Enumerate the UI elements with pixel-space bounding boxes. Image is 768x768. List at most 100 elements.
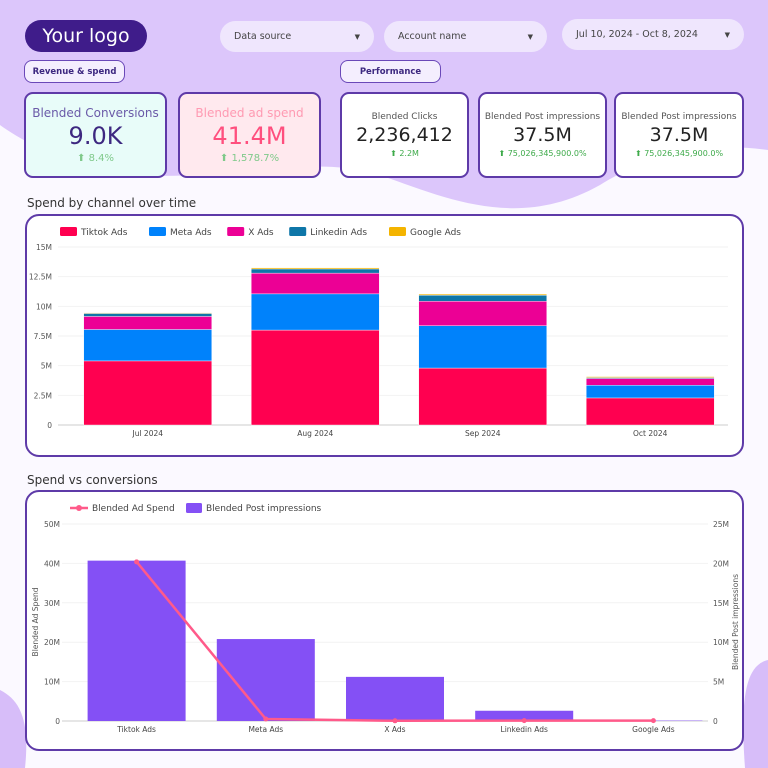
kpi-delta-value: 2.2M: [399, 149, 419, 158]
bar-post-impressions: [475, 710, 574, 721]
bar-segment-meta-ads: [83, 329, 212, 362]
legend-label: Meta Ads: [170, 228, 212, 238]
y-tick-label: 7.5M: [34, 332, 52, 341]
bar-segment-tiktok-ads: [418, 367, 547, 426]
legend-label: Blended Ad Spend: [92, 504, 175, 514]
kpi-delta: ⬆ 8.4%: [77, 153, 114, 164]
kpi-delta: ⬆ 75,026,345,900.0%: [635, 149, 723, 158]
kpi-blended-clicks: Blended Clicks 2,236,412 ⬆ 2.2M: [340, 92, 469, 178]
kpi-label: Blended Clicks: [371, 112, 438, 122]
y-tick-label: 20M: [44, 638, 60, 647]
y-tick-label: 5M: [41, 362, 52, 371]
kpi-label: Blended Post impressions: [484, 112, 601, 122]
revenue-spend-tab[interactable]: Revenue & spend: [24, 60, 125, 83]
kpi-delta: ⬆ 2.2M: [390, 149, 419, 158]
kpi-blended-post-impressions-2: Blended Post impressions 37.5M ⬆ 75,026,…: [614, 92, 744, 178]
bar-segment-tiktok-ads: [83, 360, 212, 426]
kpi-blended-conversions: Blended Conversions 9.0K ⬆ 8.4%: [24, 92, 167, 178]
logo: Your logo: [25, 20, 147, 52]
bar-post-impressions: [346, 676, 444, 721]
bar-segment-google-ads: [251, 267, 380, 270]
line-point-ad-spend: [650, 718, 656, 724]
kpi-label: Blended Post impressions: [621, 112, 737, 122]
y-tick-label: 2.5M: [34, 391, 52, 400]
y-tick-label: 30M: [44, 599, 60, 608]
bar-segment-google-ads: [586, 376, 715, 378]
kpi-label: Blended Conversions: [32, 106, 159, 120]
x-tick-label: Oct 2024: [633, 429, 668, 438]
kpi-value: 9.0K: [68, 122, 123, 150]
caret-down-icon: ▼: [527, 32, 533, 41]
data-source-dropdown[interactable]: Data source ▼: [220, 21, 374, 52]
kpi-delta-value: 8.4%: [88, 153, 114, 164]
caret-down-icon: ▼: [724, 30, 730, 39]
bar-segment-google-ads: [83, 312, 212, 314]
x-tick-label: Sep 2024: [465, 429, 501, 438]
line-point-ad-spend: [392, 718, 398, 724]
bar-post-impressions: [216, 639, 315, 721]
y2-tick-label: 15M: [713, 599, 729, 608]
arrow-up-icon: ⬆: [219, 153, 232, 164]
y2-tick-label: 20M: [713, 559, 729, 568]
kpi-delta: ⬆ 1,578.7%: [220, 153, 279, 164]
account-name-dropdown[interactable]: Account name ▼: [384, 21, 547, 52]
y2-axis-label: Blended Post impressions: [731, 574, 740, 670]
line-point-ad-spend: [521, 718, 527, 724]
kpi-delta-value: 75,026,345,900.0%: [507, 149, 587, 158]
y2-tick-label: 0: [713, 717, 718, 726]
kpi-delta-value: 1,578.7%: [231, 153, 280, 164]
arrow-up-icon: ⬆: [77, 153, 89, 164]
kpi-blended-ad-spend: Blended ad spend 41.4M ⬆ 1,578.7%: [178, 92, 321, 178]
x-tick-label: Google Ads: [632, 725, 675, 734]
kpi-value: 41.4M: [212, 122, 287, 150]
y-tick-label: 12.5M: [29, 273, 52, 282]
arrow-up-icon: ⬆: [498, 149, 508, 158]
caret-down-icon: ▼: [354, 32, 360, 41]
y-tick-label: 40M: [44, 559, 60, 568]
kpi-label: Blended ad spend: [195, 106, 304, 120]
legend-label: X Ads: [248, 228, 274, 238]
legend-label: Linkedin Ads: [310, 228, 367, 238]
line-point-ad-spend: [263, 716, 269, 722]
kpi-value: 2,236,412: [356, 124, 453, 146]
chart1-title: Spend by channel over time: [27, 196, 197, 210]
date-range-label: Jul 10, 2024 - Oct 8, 2024: [576, 29, 698, 40]
x-tick-label: Linkedin Ads: [501, 725, 548, 734]
y-tick-label: 50M: [44, 520, 60, 529]
y-tick-label: 15M: [36, 243, 52, 252]
y2-tick-label: 25M: [713, 520, 729, 529]
y-tick-label: 0: [47, 421, 52, 430]
kpi-value: 37.5M: [649, 124, 709, 146]
x-tick-label: Tiktok Ads: [116, 725, 156, 734]
line-point-ad-spend: [134, 559, 140, 565]
chart2-title: Spend vs conversions: [27, 473, 158, 487]
performance-tab[interactable]: Performance: [340, 60, 441, 83]
bar-segment-meta-ads: [418, 325, 547, 369]
x-tick-label: Aug 2024: [297, 429, 333, 438]
legend-label: Blended Post impressions: [206, 504, 322, 514]
dropdown-label: Data source: [234, 31, 292, 42]
bar-segment-tiktok-ads: [251, 329, 380, 426]
legend-label: Tiktok Ads: [80, 228, 128, 238]
legend-line-marker: [76, 505, 82, 511]
legend-swatch: [60, 227, 77, 236]
kpi-delta-value: 75,026,345,900.0%: [644, 149, 724, 158]
bar-segment-meta-ads: [251, 293, 380, 331]
kpi-delta: ⬆ 75,026,345,900.0%: [498, 149, 586, 158]
y-tick-label: 0: [55, 717, 60, 726]
legend-swatch: [186, 503, 202, 513]
x-tick-label: Meta Ads: [248, 725, 283, 734]
kpi-value: 37.5M: [513, 124, 572, 146]
bar-segment-google-ads: [418, 293, 547, 296]
x-tick-label: Jul 2024: [131, 429, 163, 438]
legend-label: Google Ads: [410, 228, 461, 238]
y-tick-label: 10M: [44, 678, 60, 687]
y-axis-label: Blended Ad Spend: [31, 587, 40, 656]
legend-swatch: [149, 227, 166, 236]
arrow-up-icon: ⬆: [390, 149, 400, 158]
legend-swatch: [289, 227, 307, 236]
y2-tick-label: 5M: [713, 678, 724, 687]
date-range-picker[interactable]: Jul 10, 2024 - Oct 8, 2024 ▼: [562, 19, 744, 50]
